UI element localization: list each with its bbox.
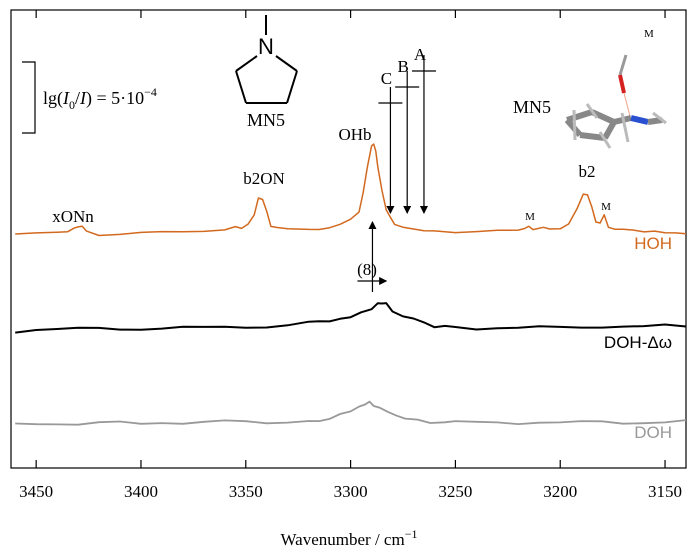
x-axis-title: Wavenumber / cm−1	[281, 527, 418, 549]
x-tick-layer: 3450 3400 3350 3300 3250 3200 3150	[19, 10, 682, 501]
prediction-layer: CBA	[378, 45, 436, 214]
x-tick-label: 3350	[229, 482, 263, 501]
hydroxyl-label: M	[644, 28, 654, 40]
peak-label-xonn: xONn	[52, 207, 94, 226]
prediction-label-c: C	[381, 69, 392, 88]
peak-label-b2: b2	[579, 162, 596, 181]
peak-label-ohb: OHb	[338, 125, 371, 144]
series-label-hoh: HOH	[634, 234, 672, 253]
series-label-doh-delta: DOH-Δω	[604, 333, 672, 352]
mn5-label-right: MN5	[513, 97, 551, 117]
x-tick-label: 3250	[438, 482, 472, 501]
x-tick-label: 3300	[334, 482, 368, 501]
shift-annotation	[357, 221, 388, 292]
prediction-label-a: A	[414, 45, 427, 64]
x-tick-label: 3200	[543, 482, 577, 501]
shift-label: (8)	[357, 260, 377, 279]
nitrogen-atom-label: N	[258, 34, 274, 59]
prediction-label-b: B	[398, 57, 409, 76]
x-tick-label: 3450	[19, 482, 53, 501]
x-tick-label: 3400	[124, 482, 158, 501]
series-line-hoh	[15, 143, 687, 237]
series-layer	[15, 143, 687, 426]
mn5-structure-drawing	[235, 15, 298, 104]
peak-label-m-1: M	[525, 211, 535, 223]
mn5-3d-model-picture	[564, 54, 667, 149]
peak-label-b2on: b2ON	[243, 169, 285, 188]
plot-frame	[10, 9, 687, 469]
mn5-label-left: MN5	[247, 110, 285, 130]
scale-bar	[22, 61, 36, 134]
series-line-doh	[15, 400, 687, 426]
series-label-doh: DOH	[634, 423, 672, 442]
series-line-doh	[15, 302, 687, 334]
scale-bar-label: lg(I0/I) = 5·10−4	[43, 85, 157, 112]
peak-label-m-2: M	[601, 201, 611, 213]
x-tick-label: 3150	[648, 482, 682, 501]
